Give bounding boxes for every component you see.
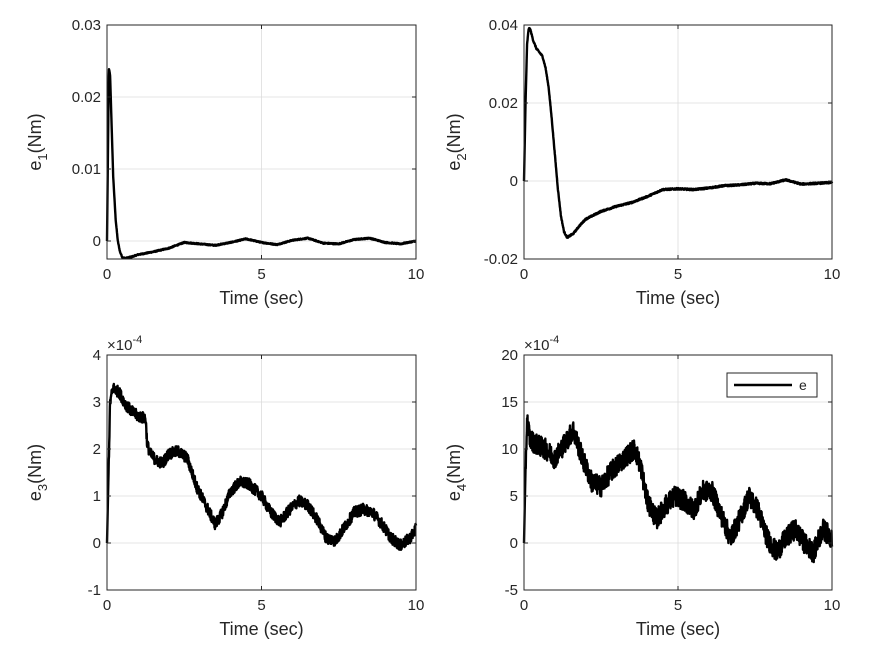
x-tick-label: 0 [103,597,111,614]
series-line-e [105,67,417,260]
x-axis-label: Time (sec) [219,619,303,639]
y-tick-label: 20 [501,347,518,364]
y-axis-label: e2(Nm) [444,113,469,170]
x-axis-label: Time (sec) [636,619,720,639]
y-tick-label: 10 [501,441,518,458]
x-tick-label: 5 [674,266,682,283]
y-tick-label: 0 [93,233,101,250]
y-axis-label: e4(Nm) [444,444,469,501]
x-tick-label: 0 [103,266,111,283]
x-tick-label: 5 [674,597,682,614]
y-tick-label: 0.04 [489,17,518,34]
axis-exponent: ×10-4 [107,334,142,354]
y-tick-label: 2 [93,441,101,458]
series-line-e [522,414,834,564]
subplot-1: 0 5 10 0 0.01 0.02 0.03 Time (sec) e1(Nm) [25,17,424,308]
y-tick-label: 4 [93,347,101,364]
x-tick-label: 0 [520,597,528,614]
y-tick-label: 0.02 [72,89,101,106]
y-tick-label: 0.03 [72,17,101,34]
x-axis-label: Time (sec) [636,288,720,308]
y-tick-label: -5 [505,582,518,599]
y-tick-label: 15 [501,394,518,411]
axis-exponent: ×10-4 [524,334,559,354]
x-tick-label: 0 [520,266,528,283]
y-tick-label: 5 [510,488,518,505]
series-line-e [105,382,418,552]
legend-label: e [799,377,807,393]
x-axis-label: Time (sec) [219,288,303,308]
y-tick-label: 0 [510,535,518,552]
y-tick-label: -0.02 [484,251,518,268]
y-tick-label: 1 [93,488,101,505]
legend: e [726,372,818,398]
y-tick-label: 0.01 [72,161,101,178]
y-tick-label: 0 [510,173,518,190]
x-tick-label: 10 [824,266,841,283]
y-tick-label: 0 [93,535,101,552]
x-tick-label: 5 [257,597,265,614]
x-tick-label: 5 [257,266,265,283]
y-tick-label: -1 [88,582,101,599]
y-tick-label: 3 [93,394,101,411]
y-axis-label: e3(Nm) [25,444,50,501]
y-axis-label: e1(Nm) [25,113,50,170]
x-tick-label: 10 [824,597,841,614]
series-line-e [522,26,834,239]
x-tick-label: 10 [408,597,425,614]
x-tick-label: 10 [408,266,425,283]
y-tick-label: 0.02 [489,95,518,112]
